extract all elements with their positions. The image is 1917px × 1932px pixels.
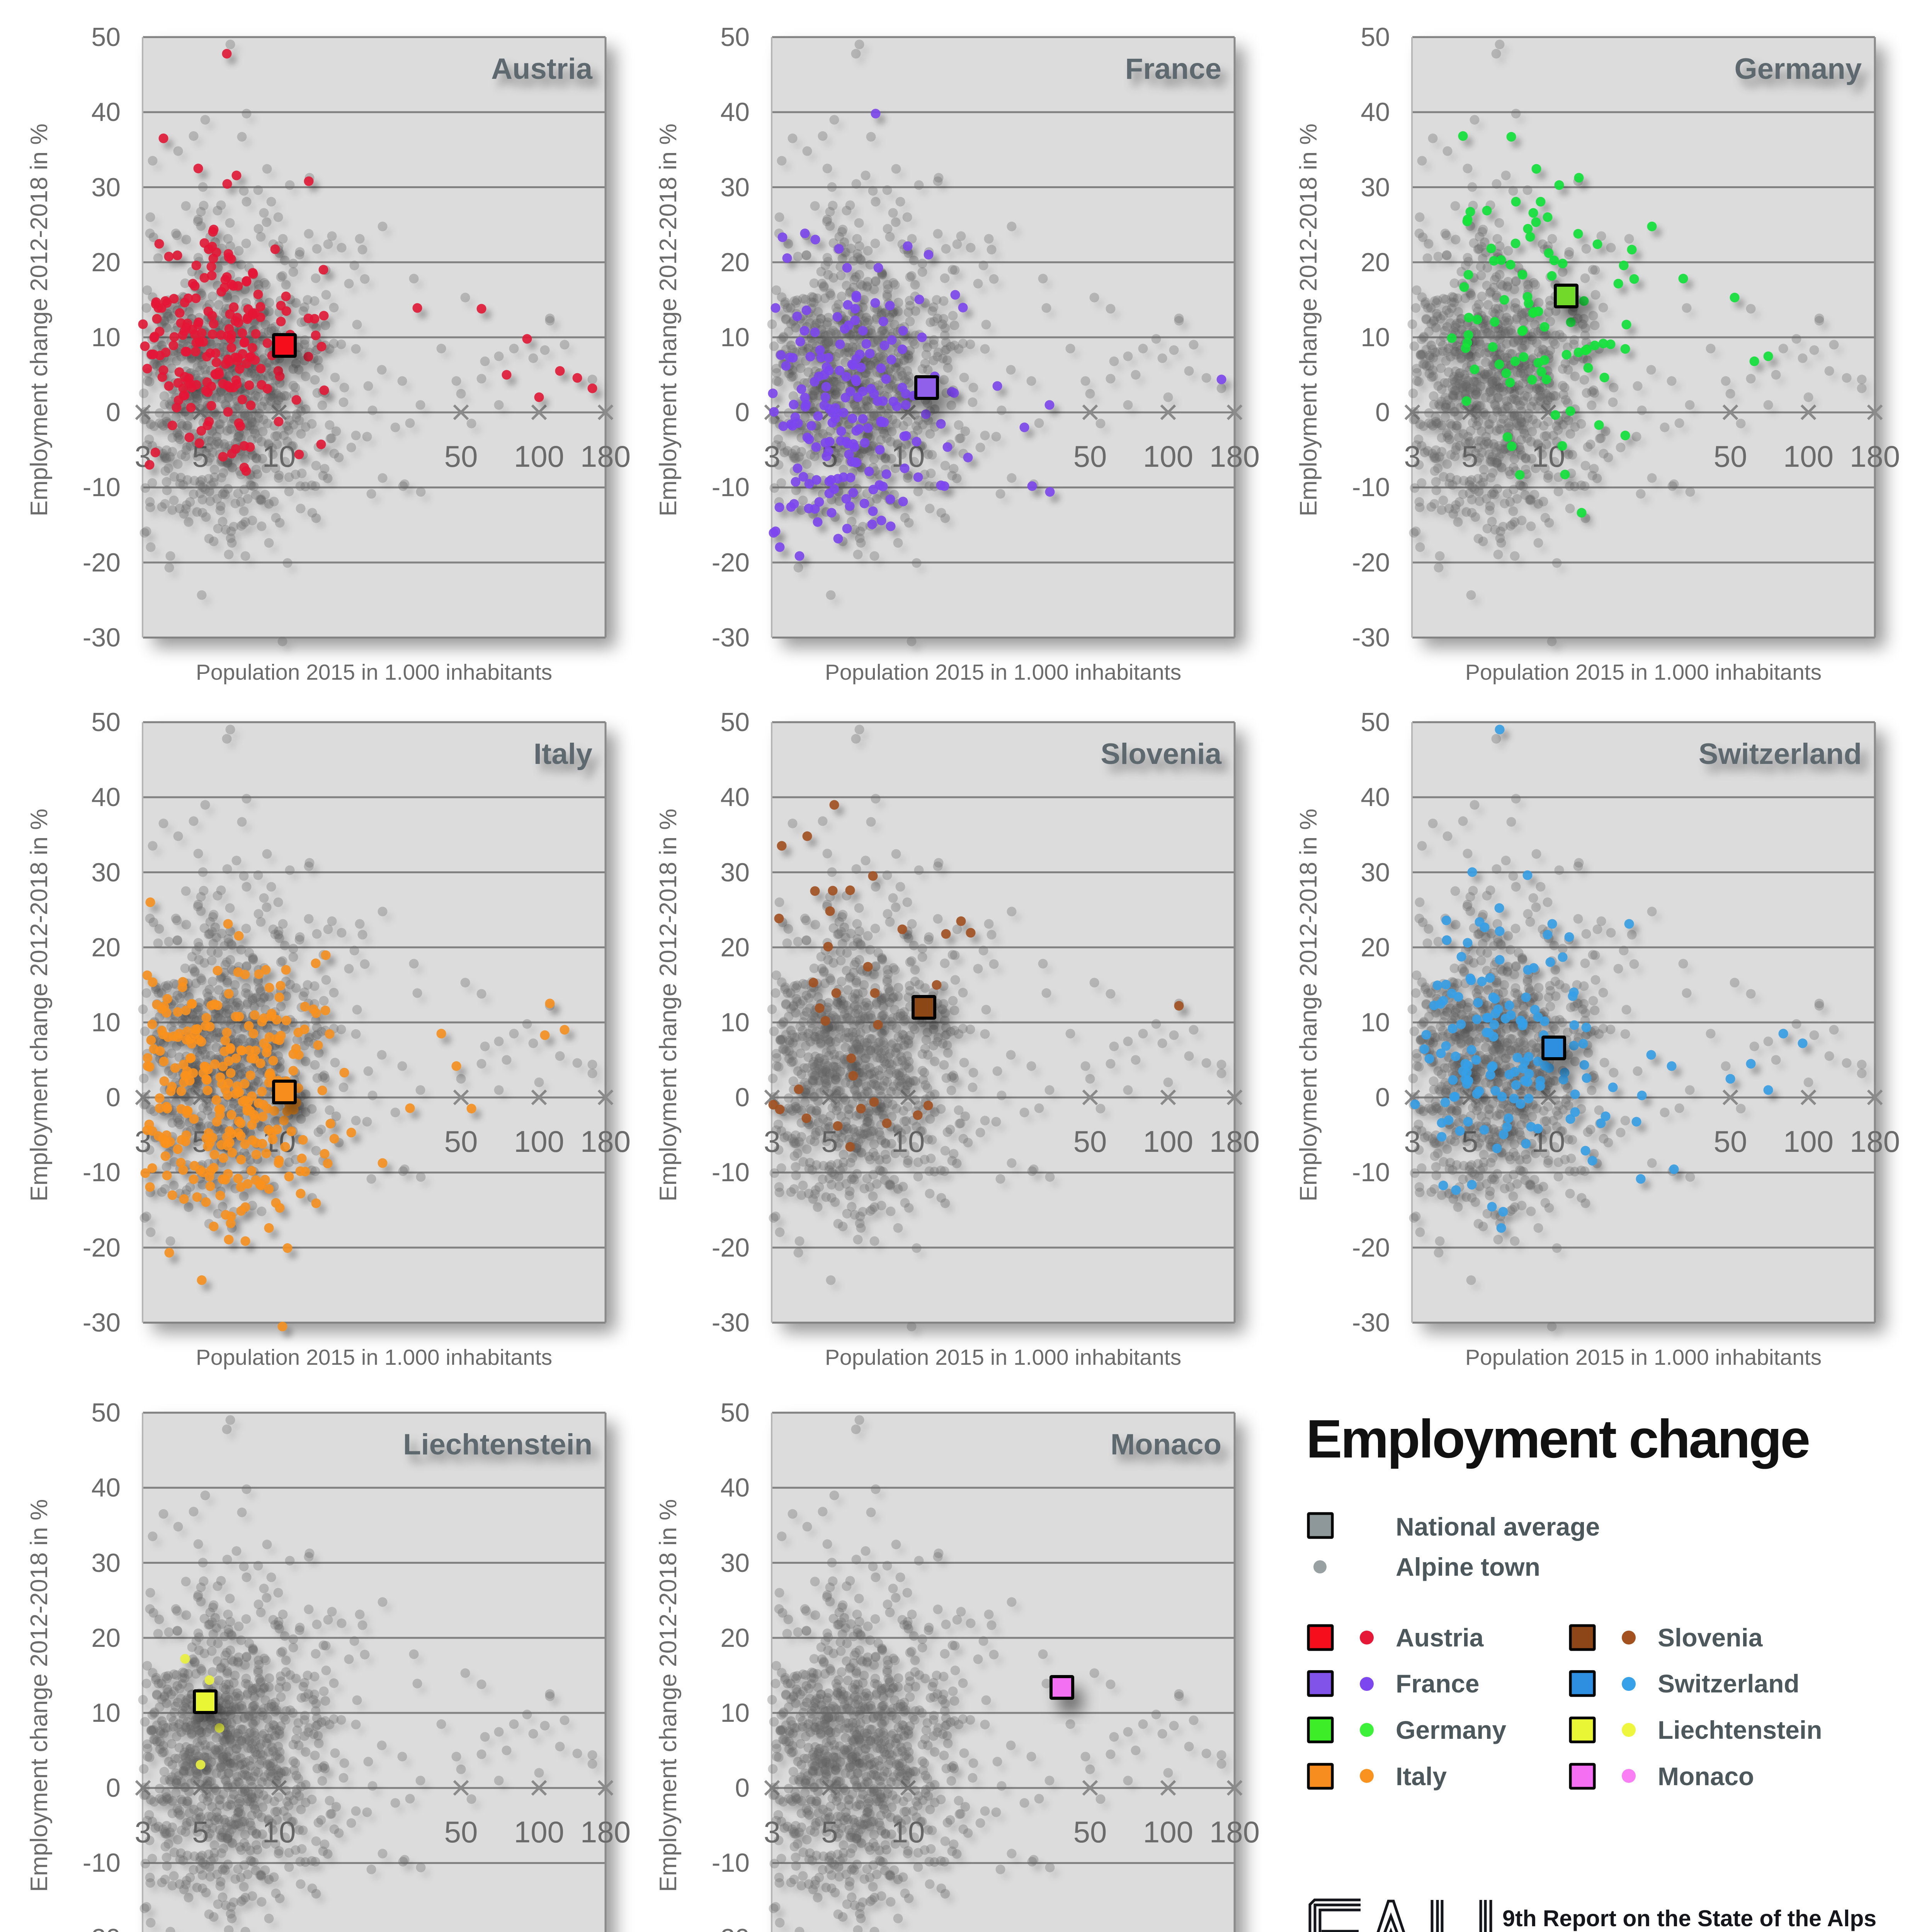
svg-text:Slovenia: Slovenia [1658,1623,1763,1652]
svg-text:Monaco: Monaco [1658,1762,1754,1791]
svg-text:Alpine town: Alpine town [1396,1553,1540,1581]
svg-text:Italy: Italy [1396,1762,1447,1791]
svg-text:National average: National average [1396,1512,1600,1541]
svg-text:Liechtenstein: Liechtenstein [1658,1716,1822,1744]
svg-text:Slovenia: Slovenia [1101,738,1221,770]
svg-text:9th Report on the State of the: 9th Report on the State of the Alps [1502,1906,1876,1931]
svg-text:Austria: Austria [491,53,593,85]
svg-text:France: France [1396,1669,1479,1698]
svg-text:Employment change: Employment change [1306,1408,1809,1469]
svg-text:Germany: Germany [1735,53,1862,85]
svg-text:Austria: Austria [1396,1623,1484,1652]
svg-text:France: France [1125,53,1221,85]
svg-text:Monaco: Monaco [1111,1428,1221,1461]
svg-text:Switzerland: Switzerland [1658,1669,1800,1698]
svg-text:Germany: Germany [1396,1716,1506,1744]
svg-text:Liechtenstein: Liechtenstein [403,1428,592,1461]
svg-text:Switzerland: Switzerland [1699,738,1862,770]
svg-text:Italy: Italy [534,738,592,770]
